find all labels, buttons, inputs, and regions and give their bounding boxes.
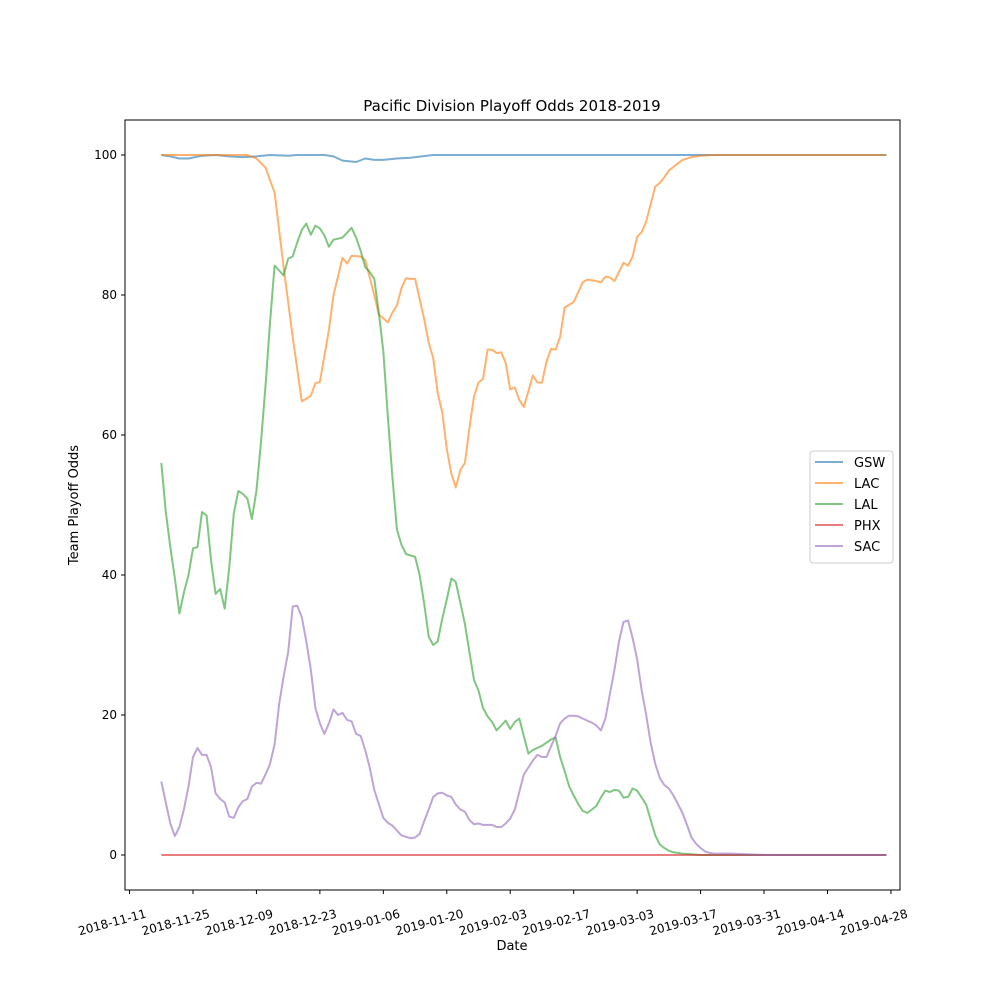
x-tick-label: 2019-04-14 [775,907,846,939]
x-tick-label: 2018-11-11 [77,907,148,939]
x-tick-label: 2019-04-28 [838,907,909,939]
x-axis: 2018-11-112018-11-252018-12-092018-12-23… [77,890,909,938]
y-axis: 0 20 40 60 80 100 [94,148,125,862]
series-line-gsw [161,154,887,163]
plot-frame [124,119,901,891]
x-axis-label: Date [496,939,527,954]
series-line-lal [160,222,887,856]
plot-lines [160,154,887,856]
x-tick-label: 2019-02-03 [457,907,528,939]
y-tick-label: 40 [102,568,117,582]
y-tick-label: 0 [109,848,117,862]
x-tick-label: 2019-03-03 [584,907,655,939]
legend-label-sac: SAC [854,540,880,555]
series-line-lac [161,154,887,489]
y-tick-label: 80 [102,288,117,302]
legend-label-lal: LAL [854,498,878,513]
y-tick-label: 60 [102,428,117,442]
x-tick-label: 2019-02-17 [521,907,592,939]
legend-label-lac: LAC [854,477,879,492]
x-tick-label: 2018-12-09 [204,907,275,939]
y-tick-label: 100 [94,148,117,162]
x-tick-label: 2018-11-25 [140,907,211,939]
y-tick-label: 20 [102,708,117,722]
x-tick-label: 2019-03-17 [648,907,719,939]
x-tick-label: 2019-01-20 [394,907,465,939]
legend: GSW LAC LAL PHX SAC [809,450,894,564]
x-tick-label: 2019-01-06 [331,907,402,939]
x-tick-label: 2018-12-23 [267,907,338,939]
chart-title: Pacific Division Playoff Odds 2018-2019 [363,97,660,115]
series-line-sac [160,604,887,856]
legend-label-gsw: GSW [854,456,885,471]
legend-box [809,450,894,564]
y-axis-label: Team Playoff Odds [67,445,82,566]
legend-label-phx: PHX [854,519,881,534]
x-tick-label: 2019-03-31 [711,907,782,939]
